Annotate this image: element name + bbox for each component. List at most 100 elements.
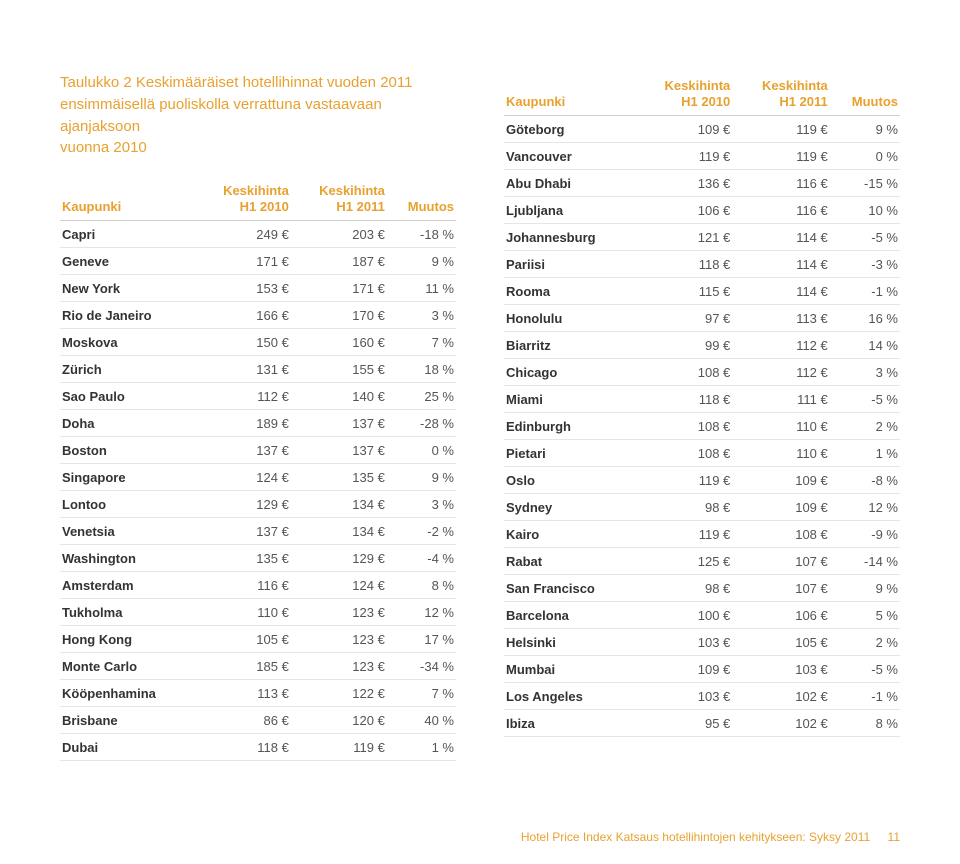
table-row: Ljubljana106 €116 €10 % xyxy=(504,197,900,224)
cell-change: 9 % xyxy=(830,575,900,602)
cell-change: -28 % xyxy=(387,410,456,437)
cell-city: Dubai xyxy=(60,734,195,761)
cell-city: Sydney xyxy=(504,494,635,521)
cell-h1-2011: 119 € xyxy=(732,143,829,170)
table-header: Kaupunki Keskihinta H1 2010 Keskihinta H… xyxy=(60,177,456,221)
cell-h1-2011: 119 € xyxy=(732,116,829,143)
cell-h1-2011: 110 € xyxy=(732,413,829,440)
cell-city: Barcelona xyxy=(504,602,635,629)
table-row: Göteborg109 €119 €9 % xyxy=(504,116,900,143)
cell-city: Amsterdam xyxy=(60,572,195,599)
cell-change: -34 % xyxy=(387,653,456,680)
cell-h1-2010: 109 € xyxy=(635,656,732,683)
table-row: Hong Kong105 €123 €17 % xyxy=(60,626,456,653)
table-row: Rabat125 €107 €-14 % xyxy=(504,548,900,575)
cell-city: Boston xyxy=(60,437,195,464)
cell-change: 25 % xyxy=(387,383,456,410)
cell-change: -9 % xyxy=(830,521,900,548)
table-row: Washington135 €129 €-4 % xyxy=(60,545,456,572)
table-row: Oslo119 €109 €-8 % xyxy=(504,467,900,494)
cell-change: -1 % xyxy=(830,683,900,710)
cell-h1-2011: 114 € xyxy=(732,251,829,278)
cell-h1-2010: 137 € xyxy=(195,518,291,545)
cell-city: Chicago xyxy=(504,359,635,386)
header-h1-2011: Keskihinta H1 2011 xyxy=(291,177,387,221)
cell-change: 0 % xyxy=(830,143,900,170)
content-columns: Taulukko 2 Keskimääräiset hotellihinnat … xyxy=(60,72,900,761)
cell-change: 3 % xyxy=(387,302,456,329)
cell-h1-2011: 134 € xyxy=(291,491,387,518)
cell-city: Monte Carlo xyxy=(60,653,195,680)
cell-h1-2010: 189 € xyxy=(195,410,291,437)
cell-change: 2 % xyxy=(830,629,900,656)
cell-h1-2010: 129 € xyxy=(195,491,291,518)
page-footer: Hotel Price Index Katsaus hotellihintoje… xyxy=(521,830,900,844)
table-body-left: Capri249 €203 €-18 %Geneve171 €187 €9 %N… xyxy=(60,221,456,761)
cell-city: Venetsia xyxy=(60,518,195,545)
cell-change: -5 % xyxy=(830,656,900,683)
cell-h1-2011: 102 € xyxy=(732,710,829,737)
cell-city: Tukholma xyxy=(60,599,195,626)
table-row: Amsterdam116 €124 €8 % xyxy=(60,572,456,599)
title-line-2: ensimmäisellä puoliskolla verrattuna vas… xyxy=(60,96,382,135)
header-h1-2010-a: Keskihinta xyxy=(665,78,731,93)
cell-h1-2011: 124 € xyxy=(291,572,387,599)
cell-change: -4 % xyxy=(387,545,456,572)
cell-h1-2011: 107 € xyxy=(732,548,829,575)
cell-h1-2011: 123 € xyxy=(291,599,387,626)
table-row: Vancouver119 €119 €0 % xyxy=(504,143,900,170)
table-row: Lontoo129 €134 €3 % xyxy=(60,491,456,518)
cell-change: -2 % xyxy=(387,518,456,545)
cell-h1-2010: 118 € xyxy=(635,386,732,413)
cell-city: Kööpenhamina xyxy=(60,680,195,707)
table-row: Mumbai109 €103 €-5 % xyxy=(504,656,900,683)
cell-h1-2011: 137 € xyxy=(291,410,387,437)
table-row: Los Angeles103 €102 €-1 % xyxy=(504,683,900,710)
title-line-3: vuonna 2010 xyxy=(60,139,147,156)
header-h1-2010: Keskihinta H1 2010 xyxy=(635,72,732,116)
cell-h1-2010: 119 € xyxy=(635,467,732,494)
cell-city: Honolulu xyxy=(504,305,635,332)
cell-change: 17 % xyxy=(387,626,456,653)
cell-h1-2010: 135 € xyxy=(195,545,291,572)
cell-h1-2011: 116 € xyxy=(732,197,829,224)
header-h1-2011: Keskihinta H1 2011 xyxy=(732,72,829,116)
cell-h1-2011: 114 € xyxy=(732,224,829,251)
cell-h1-2010: 108 € xyxy=(635,359,732,386)
cell-h1-2011: 112 € xyxy=(732,359,829,386)
cell-change: 1 % xyxy=(387,734,456,761)
cell-h1-2010: 131 € xyxy=(195,356,291,383)
cell-h1-2011: 203 € xyxy=(291,221,387,248)
header-h1-2010: Keskihinta H1 2010 xyxy=(195,177,291,221)
cell-h1-2011: 155 € xyxy=(291,356,387,383)
cell-change: 5 % xyxy=(830,602,900,629)
table-row: Johannesburg121 €114 €-5 % xyxy=(504,224,900,251)
cell-h1-2011: 114 € xyxy=(732,278,829,305)
cell-h1-2011: 140 € xyxy=(291,383,387,410)
table-row: Abu Dhabi136 €116 €-15 % xyxy=(504,170,900,197)
cell-city: Doha xyxy=(60,410,195,437)
cell-h1-2010: 171 € xyxy=(195,248,291,275)
cell-city: Sao Paulo xyxy=(60,383,195,410)
cell-h1-2010: 99 € xyxy=(635,332,732,359)
table-row: Brisbane86 €120 €40 % xyxy=(60,707,456,734)
table-row: Pietari108 €110 €1 % xyxy=(504,440,900,467)
cell-h1-2011: 112 € xyxy=(732,332,829,359)
cell-change: 11 % xyxy=(387,275,456,302)
cell-h1-2010: 185 € xyxy=(195,653,291,680)
table-row: Miami118 €111 €-5 % xyxy=(504,386,900,413)
cell-city: New York xyxy=(60,275,195,302)
cell-change: 7 % xyxy=(387,329,456,356)
cell-h1-2011: 187 € xyxy=(291,248,387,275)
cell-h1-2010: 125 € xyxy=(635,548,732,575)
cell-h1-2010: 106 € xyxy=(635,197,732,224)
cell-change: -8 % xyxy=(830,467,900,494)
table-header: Kaupunki Keskihinta H1 2010 Keskihinta H… xyxy=(504,72,900,116)
table-row: Zürich131 €155 €18 % xyxy=(60,356,456,383)
right-column: Kaupunki Keskihinta H1 2010 Keskihinta H… xyxy=(504,72,900,761)
cell-h1-2011: 103 € xyxy=(732,656,829,683)
cell-h1-2011: 129 € xyxy=(291,545,387,572)
table-row: Kairo119 €108 €-9 % xyxy=(504,521,900,548)
cell-h1-2010: 86 € xyxy=(195,707,291,734)
cell-change: -3 % xyxy=(830,251,900,278)
